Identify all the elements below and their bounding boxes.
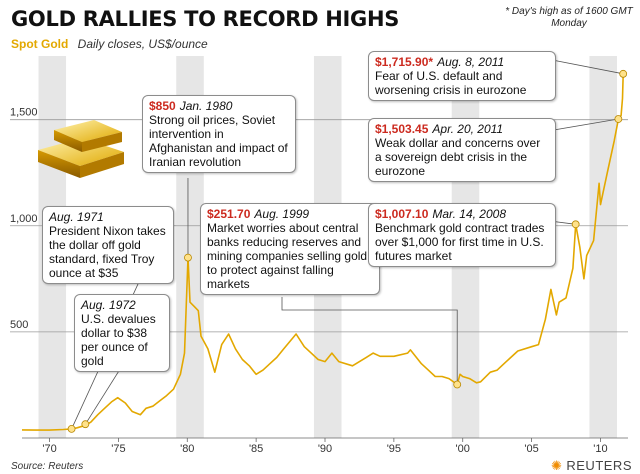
annotation-aug1999: $251.70 Aug. 1999 Market worries about ce… [200,203,380,295]
x-axis-ticks: '70 '75 '80 '85 '90 '95 '00 '05 '10 [22,437,628,455]
y-tick-label: 1,000 [10,213,38,225]
x-tick-label: '75 [111,443,125,455]
marker-apr2011 [614,115,623,123]
marker-jan1980 [184,253,192,262]
annotation-mar2008: $1,007.10 Mar. 14, 2008 Benchmark gold co… [368,203,556,267]
spot-gold-line [21,73,624,431]
footnote: * Day's high as of 1600 GMT Monday [505,6,633,29]
year-band [589,56,617,438]
marker-mar2008 [571,220,580,229]
units-label: Daily closes, US$/ounce [77,37,208,51]
annotation-markers [67,69,628,433]
x-tick-label: '00 [456,443,470,455]
y-tick-label: 500 [10,319,28,331]
annotation-jan1980: $850 Jan. 1980 Strong oil prices, Soviet … [142,95,296,173]
x-tick-label: '05 [524,443,538,455]
marker-aug2011 [619,69,628,78]
marker-aug1971 [67,424,76,433]
annotation-aug1971: Aug. 1971 President Nixon takes the doll… [42,206,174,284]
x-tick-label: '10 [593,443,607,455]
annotation-apr2011: $1,503.45 Apr. 20, 2011 Weak dollar and c… [368,118,556,182]
marker-aug1999 [453,380,462,389]
y-axis-ticks: 500 1,000 1,500 [10,107,38,331]
leader-aug1999 [281,297,458,385]
x-tick-label: '90 [318,443,332,455]
x-tick-label: '95 [387,443,401,455]
chart-subtitle: Spot Gold Daily closes, US$/ounce [11,37,208,51]
marker-aug1972 [81,420,90,429]
x-tick-label: '80 [180,443,194,455]
gold-bars-icon [38,120,124,178]
series-name: Spot Gold [11,37,69,51]
chart-title: GOLD RALLIES TO RECORD HIGHS [11,7,400,31]
annotation-aug2011: $1,715.90* Aug. 8, 2011 Fear of U.S. defa… [368,51,556,101]
source-note: Source: Reuters [11,461,84,472]
y-tick-label: 1,500 [10,107,38,119]
x-tick-label: '85 [249,443,263,455]
annotation-aug1972: Aug. 1972 U.S. devalues dollar to $38 pe… [74,294,170,372]
x-tick-label: '70 [42,443,56,455]
reuters-logo: ✺ REUTERS [550,458,632,473]
reuters-dot-icon: ✺ [550,458,563,473]
